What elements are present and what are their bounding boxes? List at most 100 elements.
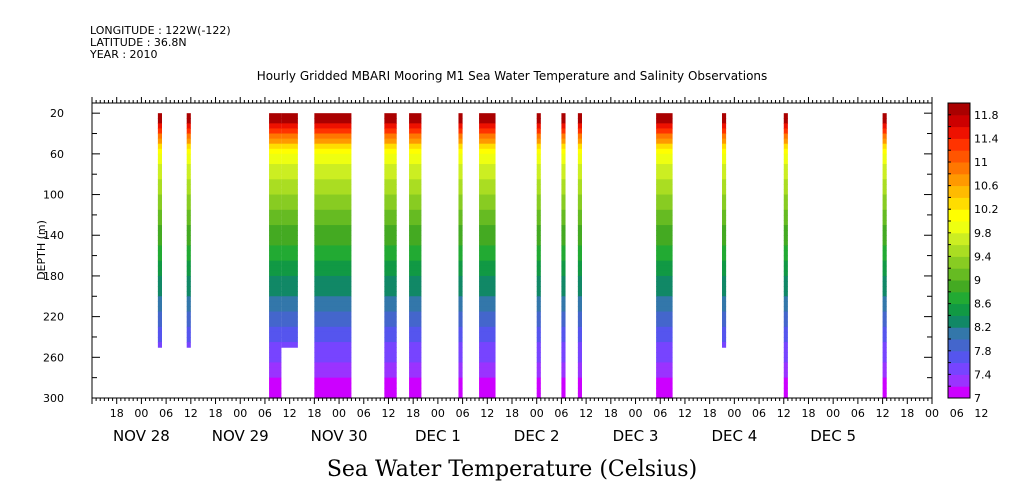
- data-cell: [479, 164, 496, 170]
- data-cell: [269, 158, 282, 165]
- data-cell: [269, 270, 282, 277]
- data-cell: [384, 194, 397, 201]
- data-cell: [458, 321, 463, 328]
- data-cell: [536, 133, 541, 140]
- data-cell: [314, 184, 352, 191]
- data-cell: [281, 286, 298, 292]
- data-cell: [269, 169, 282, 175]
- data-cell: [186, 230, 191, 236]
- chart-title: Hourly Gridded MBARI Mooring M1 Sea Wate…: [257, 69, 768, 83]
- data-cell: [384, 382, 397, 389]
- data-cell: [281, 255, 298, 262]
- colorbar-swatch: [948, 114, 970, 128]
- data-cell: [458, 336, 463, 343]
- data-cell: [409, 342, 422, 348]
- data-cell: [186, 143, 191, 150]
- data-cell: [186, 128, 191, 135]
- data-cell: [281, 326, 298, 333]
- data-cell: [479, 301, 496, 308]
- y-tick-label: 180: [43, 270, 64, 283]
- data-cell: [783, 306, 788, 313]
- data-cell: [722, 143, 727, 150]
- data-cell: [783, 245, 788, 252]
- data-cell: [157, 113, 162, 119]
- data-column: [281, 113, 298, 348]
- data-cell: [269, 199, 282, 206]
- data-cell: [458, 164, 463, 170]
- data-cell: [409, 255, 422, 262]
- data-cell: [186, 316, 191, 323]
- data-cell: [269, 138, 282, 145]
- data-cell: [882, 164, 887, 170]
- data-cell: [384, 336, 397, 343]
- data-cell: [409, 194, 422, 201]
- data-cell: [656, 367, 673, 374]
- data-cell: [561, 377, 566, 384]
- data-cell: [656, 286, 673, 292]
- data-cell: [656, 148, 673, 155]
- data-cell: [157, 219, 162, 226]
- data-cell: [577, 270, 582, 277]
- data-cell: [577, 250, 582, 257]
- x-tick-label: 18: [307, 407, 321, 420]
- data-cell: [384, 123, 397, 130]
- data-cell: [314, 235, 352, 241]
- data-cell: [269, 255, 282, 262]
- data-cell: [656, 372, 673, 379]
- data-cell: [186, 225, 191, 231]
- data-cell: [384, 199, 397, 206]
- data-cell: [577, 189, 582, 196]
- data-cell: [882, 225, 887, 231]
- data-cell: [882, 265, 887, 272]
- data-cell: [479, 286, 496, 292]
- data-cell: [409, 158, 422, 165]
- data-cell: [458, 204, 463, 211]
- data-cell: [882, 382, 887, 389]
- data-cell: [157, 214, 162, 221]
- data-cell: [384, 311, 397, 318]
- data-cell: [384, 392, 397, 399]
- data-cell: [577, 387, 582, 394]
- data-cell: [281, 123, 298, 130]
- data-cell: [561, 286, 566, 292]
- x-tick-label: 18: [209, 407, 223, 420]
- data-cell: [458, 169, 463, 175]
- data-cell: [479, 153, 496, 160]
- data-cell: [281, 316, 298, 323]
- data-cell: [561, 143, 566, 150]
- data-cell: [281, 311, 298, 318]
- data-cell: [479, 214, 496, 221]
- data-cell: [561, 128, 566, 135]
- data-cell: [157, 194, 162, 201]
- data-cell: [479, 372, 496, 379]
- data-cell: [577, 372, 582, 379]
- data-cell: [882, 275, 887, 282]
- data-cell: [656, 194, 673, 201]
- data-cell: [314, 133, 352, 140]
- data-cell: [269, 347, 282, 353]
- day-label: DEC 5: [810, 427, 856, 445]
- data-cell: [186, 194, 191, 201]
- data-cell: [186, 336, 191, 343]
- data-cell: [314, 357, 352, 363]
- data-cell: [561, 326, 566, 333]
- data-cell: [269, 316, 282, 323]
- colorbar-swatch: [948, 244, 970, 257]
- data-cell: [577, 265, 582, 272]
- data-cell: [882, 321, 887, 328]
- colorbar-swatch: [948, 150, 970, 163]
- data-cell: [458, 347, 463, 353]
- data-cell: [409, 214, 422, 221]
- data-cell: [479, 367, 496, 374]
- data-cell: [656, 179, 673, 185]
- data-cell: [409, 153, 422, 160]
- colorbar-swatch: [948, 339, 970, 352]
- data-cell: [882, 347, 887, 353]
- data-cell: [409, 260, 422, 267]
- data-cell: [314, 219, 352, 226]
- data-cell: [536, 372, 541, 379]
- data-cell: [281, 306, 298, 313]
- data-cell: [269, 179, 282, 185]
- data-cell: [281, 184, 298, 191]
- x-tick-label: 00: [530, 407, 544, 420]
